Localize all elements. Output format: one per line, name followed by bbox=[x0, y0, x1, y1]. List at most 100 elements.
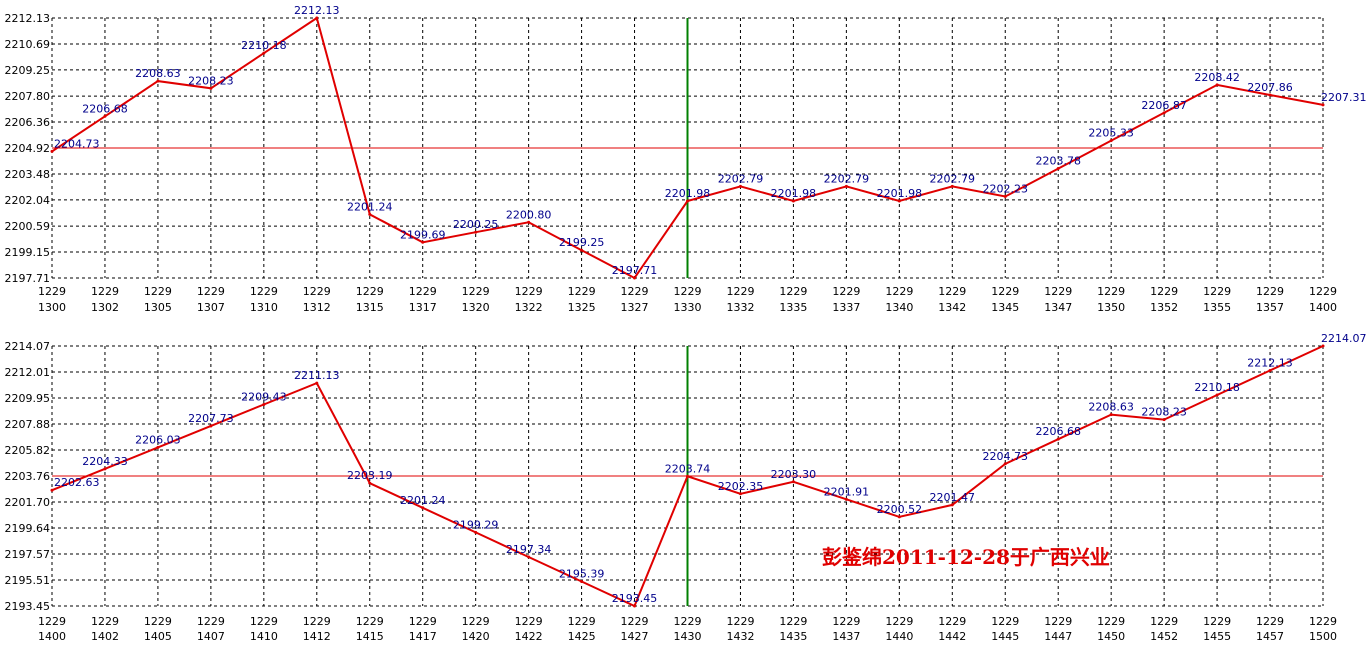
x-tick-time: 1440 bbox=[885, 630, 913, 643]
x-tick-time: 1427 bbox=[621, 630, 649, 643]
x-tick-time: 1327 bbox=[621, 301, 649, 314]
data-label: 2203.30 bbox=[771, 468, 817, 481]
data-point bbox=[686, 199, 689, 203]
data-point bbox=[1056, 437, 1060, 441]
x-tick-time: 1322 bbox=[515, 301, 543, 314]
data-label: 2208.23 bbox=[1141, 406, 1187, 419]
y-tick-label: 2210.69 bbox=[5, 38, 51, 51]
data-label: 2210.18 bbox=[1194, 381, 1240, 394]
data-point bbox=[897, 199, 901, 203]
x-tick-date: 1229 bbox=[885, 615, 913, 628]
y-tick-label: 2195.51 bbox=[5, 574, 51, 587]
x-tick-date: 1229 bbox=[1097, 615, 1125, 628]
x-tick-date: 1229 bbox=[674, 285, 702, 298]
x-tick-time: 1355 bbox=[1203, 301, 1231, 314]
data-point bbox=[1003, 462, 1007, 466]
x-tick-time: 1500 bbox=[1309, 630, 1337, 643]
x-tick-time: 1447 bbox=[1044, 630, 1072, 643]
x-tick-time: 1325 bbox=[568, 301, 596, 314]
x-tick-date: 1229 bbox=[1097, 285, 1125, 298]
y-tick-label: 2207.80 bbox=[5, 90, 51, 103]
y-tick-label: 2205.82 bbox=[5, 444, 51, 457]
x-tick-date: 1229 bbox=[38, 615, 66, 628]
data-label: 2200.52 bbox=[877, 503, 923, 516]
x-tick-time: 1330 bbox=[674, 301, 702, 314]
y-tick-label: 2199.15 bbox=[5, 246, 51, 259]
data-label: 2206.68 bbox=[82, 102, 128, 115]
data-label: 2201.98 bbox=[665, 187, 711, 200]
x-tick-date: 1229 bbox=[832, 615, 860, 628]
x-tick-time: 1422 bbox=[515, 630, 543, 643]
data-point bbox=[1321, 103, 1325, 107]
data-label: 2207.31 bbox=[1321, 91, 1366, 104]
data-point bbox=[844, 497, 848, 501]
data-label: 2207.73 bbox=[188, 412, 234, 425]
x-tick-time: 1357 bbox=[1256, 301, 1284, 314]
data-point bbox=[421, 240, 425, 244]
x-tick-time: 1435 bbox=[779, 630, 807, 643]
data-label: 2202.79 bbox=[930, 172, 976, 185]
data-label: 2201.98 bbox=[877, 187, 923, 200]
y-tick-label: 2202.04 bbox=[5, 194, 51, 207]
data-label: 2204.73 bbox=[983, 450, 1029, 463]
data-label: 2206.03 bbox=[135, 433, 181, 446]
x-tick-time: 1350 bbox=[1097, 301, 1125, 314]
x-tick-date: 1229 bbox=[1203, 615, 1231, 628]
x-tick-time: 1305 bbox=[144, 301, 172, 314]
x-tick-date: 1229 bbox=[38, 285, 66, 298]
x-tick-time: 1415 bbox=[356, 630, 384, 643]
x-tick-time: 1402 bbox=[91, 630, 119, 643]
data-point bbox=[897, 515, 901, 519]
x-tick-date: 1229 bbox=[885, 285, 913, 298]
x-tick-time: 1332 bbox=[726, 301, 754, 314]
data-point bbox=[527, 555, 531, 559]
y-tick-label: 2209.25 bbox=[5, 64, 51, 77]
author-watermark: 彭鉴绵2011-12-28于广西兴业 bbox=[822, 545, 1110, 569]
y-tick-label: 2199.64 bbox=[5, 522, 51, 535]
x-tick-date: 1229 bbox=[1150, 615, 1178, 628]
data-label: 2201.91 bbox=[824, 485, 870, 498]
data-label: 2203.19 bbox=[347, 469, 393, 482]
data-point bbox=[1268, 93, 1272, 97]
x-tick-time: 1310 bbox=[250, 301, 278, 314]
x-tick-time: 1437 bbox=[832, 630, 860, 643]
x-tick-date: 1229 bbox=[938, 285, 966, 298]
data-point bbox=[738, 492, 742, 496]
data-point bbox=[1162, 111, 1166, 115]
y-tick-label: 2200.59 bbox=[5, 220, 51, 233]
x-tick-time: 1452 bbox=[1150, 630, 1178, 643]
data-point bbox=[738, 184, 742, 188]
x-tick-date: 1229 bbox=[779, 615, 807, 628]
x-tick-date: 1229 bbox=[515, 615, 543, 628]
data-label: 2201.24 bbox=[347, 200, 393, 213]
y-tick-label: 2207.88 bbox=[5, 418, 51, 431]
x-tick-date: 1229 bbox=[409, 285, 437, 298]
x-tick-date: 1229 bbox=[462, 615, 490, 628]
x-tick-time: 1307 bbox=[197, 301, 225, 314]
x-tick-date: 1229 bbox=[726, 615, 754, 628]
data-label: 2204.73 bbox=[54, 137, 100, 150]
data-label: 2199.25 bbox=[559, 236, 605, 249]
data-point bbox=[368, 481, 372, 485]
x-tick-time: 1352 bbox=[1150, 301, 1178, 314]
y-tick-label: 2201.70 bbox=[5, 496, 51, 509]
x-tick-date: 1229 bbox=[144, 285, 172, 298]
y-tick-label: 2206.36 bbox=[5, 116, 51, 129]
data-point bbox=[103, 114, 107, 118]
x-tick-date: 1229 bbox=[568, 615, 596, 628]
x-tick-date: 1229 bbox=[303, 615, 331, 628]
x-tick-time: 1405 bbox=[144, 630, 172, 643]
y-tick-label: 2212.01 bbox=[5, 366, 51, 379]
data-point bbox=[315, 381, 319, 385]
data-label: 2203.74 bbox=[665, 462, 711, 475]
data-point bbox=[315, 16, 319, 20]
data-point bbox=[633, 604, 637, 608]
x-tick-time: 1417 bbox=[409, 630, 437, 643]
x-tick-date: 1229 bbox=[1044, 285, 1072, 298]
x-tick-date: 1229 bbox=[674, 615, 702, 628]
data-point bbox=[50, 149, 54, 153]
x-tick-date: 1229 bbox=[197, 615, 225, 628]
x-tick-date: 1229 bbox=[462, 285, 490, 298]
data-point bbox=[791, 480, 795, 484]
data-label: 2210.18 bbox=[241, 39, 287, 52]
